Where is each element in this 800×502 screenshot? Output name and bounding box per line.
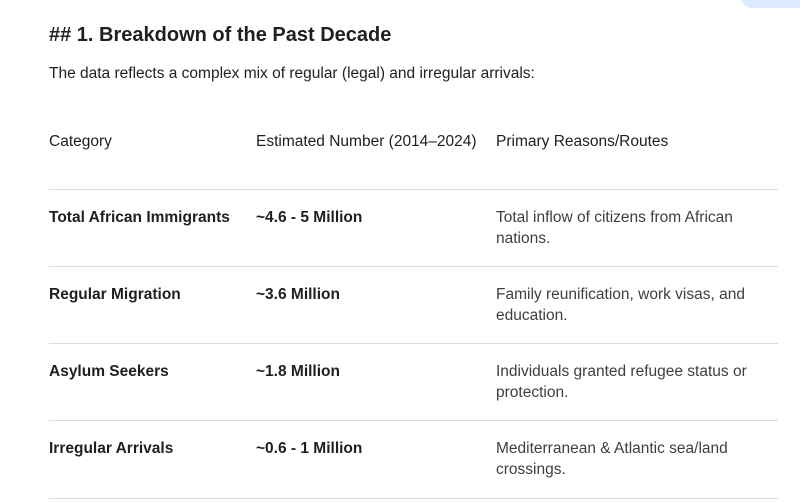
category-cell: Regular Migration	[49, 286, 181, 303]
table-row: Asylum Seekers ~1.8 Million Individuals …	[49, 344, 778, 421]
section-heading: ## 1. Breakdown of the Past Decade	[49, 24, 392, 46]
intro-paragraph: The data reflects a complex mix of regul…	[49, 65, 535, 82]
table-row: Regular Migration ~3.6 Million Family re…	[49, 267, 778, 344]
header-primary-reasons: Primary Reasons/Routes	[496, 133, 669, 150]
reasons-cell: Family reunification, work visas, and ed…	[496, 286, 745, 324]
header-category: Category	[49, 133, 112, 150]
category-cell: Total African Immigrants	[49, 209, 230, 226]
corner-chip	[740, 0, 800, 8]
number-cell: ~1.8 Million	[256, 363, 340, 380]
table-row: Total African Immigrants ~4.6 - 5 Millio…	[49, 190, 778, 267]
number-cell: ~0.6 - 1 Million	[256, 440, 363, 457]
table-header-row: Category Estimated Number (2014–2024) Pr…	[49, 131, 778, 190]
header-estimated-number: Estimated Number (2014–2024)	[256, 133, 477, 150]
reasons-cell: Mediterranean & Atlantic sea/land crossi…	[496, 440, 728, 478]
data-table: Category Estimated Number (2014–2024) Pr…	[49, 131, 778, 499]
number-cell: ~4.6 - 5 Million	[256, 209, 363, 226]
category-cell: Asylum Seekers	[49, 363, 169, 380]
reasons-cell: Individuals granted refugee status or pr…	[496, 363, 747, 401]
reasons-cell: Total inflow of citizens from African na…	[496, 209, 733, 247]
category-cell: Irregular Arrivals	[49, 440, 174, 457]
number-cell: ~3.6 Million	[256, 286, 340, 303]
table-row: Irregular Arrivals ~0.6 - 1 Million Medi…	[49, 421, 778, 499]
